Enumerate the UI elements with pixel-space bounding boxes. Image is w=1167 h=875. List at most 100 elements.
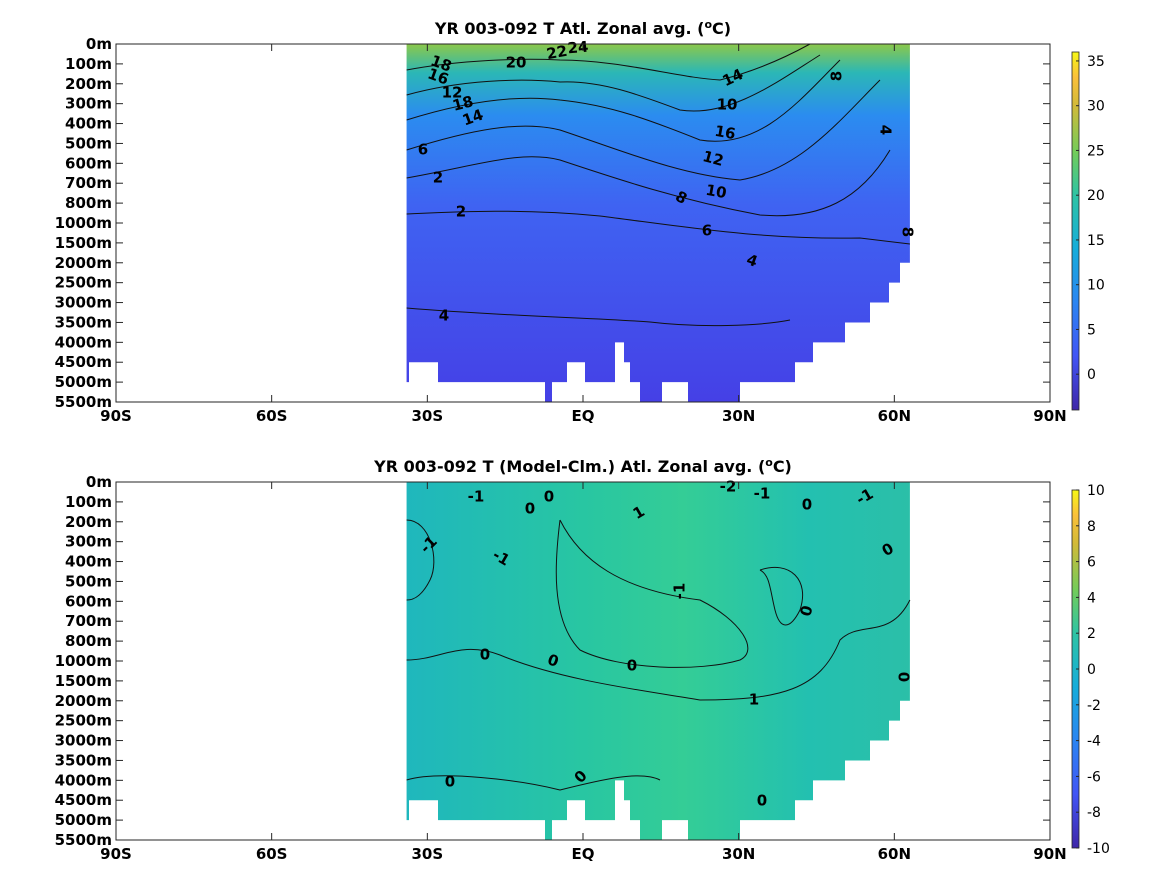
contour-label: 0 [757, 792, 767, 810]
y-tick-label: 1000m [55, 652, 112, 670]
data-field [406, 44, 910, 402]
contour-line [406, 54, 821, 112]
colorbar-tick-label: -4 [1087, 734, 1101, 750]
colorbar-tick-label: 2 [1087, 626, 1096, 642]
contour-label: 20 [506, 54, 527, 72]
contour-line [759, 566, 804, 626]
colorbar-tick-label: 5 [1087, 322, 1096, 338]
contour-label: 8 [899, 227, 917, 237]
contour-label: 6 [418, 141, 428, 159]
contour-label: 0 [796, 604, 816, 619]
colorbar-tick-label: 25 [1087, 143, 1105, 159]
y-tick-label: 4500m [55, 791, 112, 809]
y-tick-label: 4000m [55, 333, 112, 351]
x-tick-label: 90S [100, 845, 132, 863]
contour-label: 4 [877, 125, 895, 135]
y-tick-label: 4500m [55, 353, 112, 371]
x-tick-label: 60N [878, 407, 911, 425]
y-tick-label: 5000m [55, 373, 112, 391]
contour-label: 0 [480, 646, 490, 664]
y-tick-label: 4000m [55, 771, 112, 789]
y-tick-label: 2000m [55, 692, 112, 710]
x-tick-label: 60N [878, 845, 911, 863]
y-tick-label: 0m [86, 473, 112, 491]
y-tick-label: 3000m [55, 294, 112, 312]
colorbar-tick-label: 0 [1087, 662, 1096, 678]
contour-label: -1 [671, 583, 689, 600]
contour-label: 1 [749, 691, 759, 709]
y-tick-label: 500m [65, 134, 112, 152]
y-tick-label: 3000m [55, 732, 112, 750]
contour-label: -2 [720, 478, 737, 496]
contour-line [406, 210, 910, 245]
colorbar-tick-label: 8 [1087, 519, 1096, 535]
colorbar-tick-label: -6 [1087, 769, 1101, 785]
contour-label: -1 [853, 485, 876, 509]
y-tick-label: 700m [65, 612, 112, 630]
y-tick-label: 700m [65, 174, 112, 192]
colorbar [1071, 51, 1080, 411]
contour-label: 18 [450, 92, 475, 115]
contour-label: 16 [713, 122, 737, 143]
contour-label: 12 [442, 84, 463, 102]
contour-line [406, 599, 911, 701]
colorbar-tick-label: 10 [1087, 278, 1105, 294]
y-tick-label: 600m [65, 154, 112, 172]
y-tick-label: 5500m [55, 393, 112, 411]
colorbar-tick-label: 10 [1087, 483, 1105, 499]
y-tick-label: 100m [65, 55, 112, 73]
contour-label: 0 [525, 500, 535, 518]
y-tick-label: 2000m [55, 254, 112, 272]
y-tick-label: 1000m [55, 214, 112, 232]
y-tick-label: 800m [65, 632, 112, 650]
y-tick-label: 200m [65, 513, 112, 531]
y-tick-label: 100m [65, 493, 112, 511]
y-tick-label: 2500m [55, 712, 112, 730]
x-tick-label: 30S [411, 845, 443, 863]
x-tick-label: EQ [572, 845, 595, 863]
contour-label: 8 [828, 71, 846, 81]
colorbar-tick-label: 4 [1087, 590, 1096, 606]
data-field [406, 482, 910, 840]
y-tick-label: 3500m [55, 751, 112, 769]
contour-label: 2 [456, 203, 466, 221]
contour-label: 0 [627, 657, 637, 675]
contour-line [406, 775, 661, 791]
contour-label: 0 [895, 672, 913, 682]
contour-line [406, 149, 891, 217]
contour-line [406, 59, 841, 142]
contour-label: 10 [717, 96, 738, 114]
colorbar-tick-label: -2 [1087, 698, 1101, 714]
y-tick-label: 400m [65, 553, 112, 571]
contour-label: 24 [567, 38, 589, 58]
contour-line [555, 519, 749, 668]
contour-label: -1 [490, 546, 513, 570]
colorbar-tick-label: 6 [1087, 555, 1096, 571]
x-tick-label: 90N [1033, 407, 1066, 425]
contour-label: 22 [545, 42, 569, 63]
y-tick-label: 5500m [55, 831, 112, 849]
x-tick-label: 30N [722, 407, 755, 425]
contour-label: 0 [802, 496, 812, 514]
chart-title: YR 003-092 T (Model-Clm.) Atl. Zonal avg… [373, 456, 792, 476]
colorbar-tick-label: -10 [1087, 841, 1110, 857]
x-tick-label: 60S [256, 407, 288, 425]
contour-label: 12 [701, 147, 726, 170]
x-tick-label: 30S [411, 407, 443, 425]
y-tick-label: 300m [65, 95, 112, 113]
colorbar-tick-label: -8 [1087, 805, 1101, 821]
chart-title: YR 003-092 T Atl. Zonal avg. (oC) [434, 18, 731, 38]
colorbar-tick-label: 30 [1087, 99, 1105, 115]
x-tick-label: 90S [100, 407, 132, 425]
y-tick-label: 2500m [55, 274, 112, 292]
contour-label: 10 [704, 181, 728, 202]
contour-label: 4 [439, 307, 449, 325]
y-tick-label: 1500m [55, 672, 112, 690]
contour-label: 2 [433, 169, 443, 187]
y-tick-label: 200m [65, 75, 112, 93]
contour-label: -1 [754, 485, 771, 503]
colorbar-tick-label: 20 [1087, 188, 1105, 204]
